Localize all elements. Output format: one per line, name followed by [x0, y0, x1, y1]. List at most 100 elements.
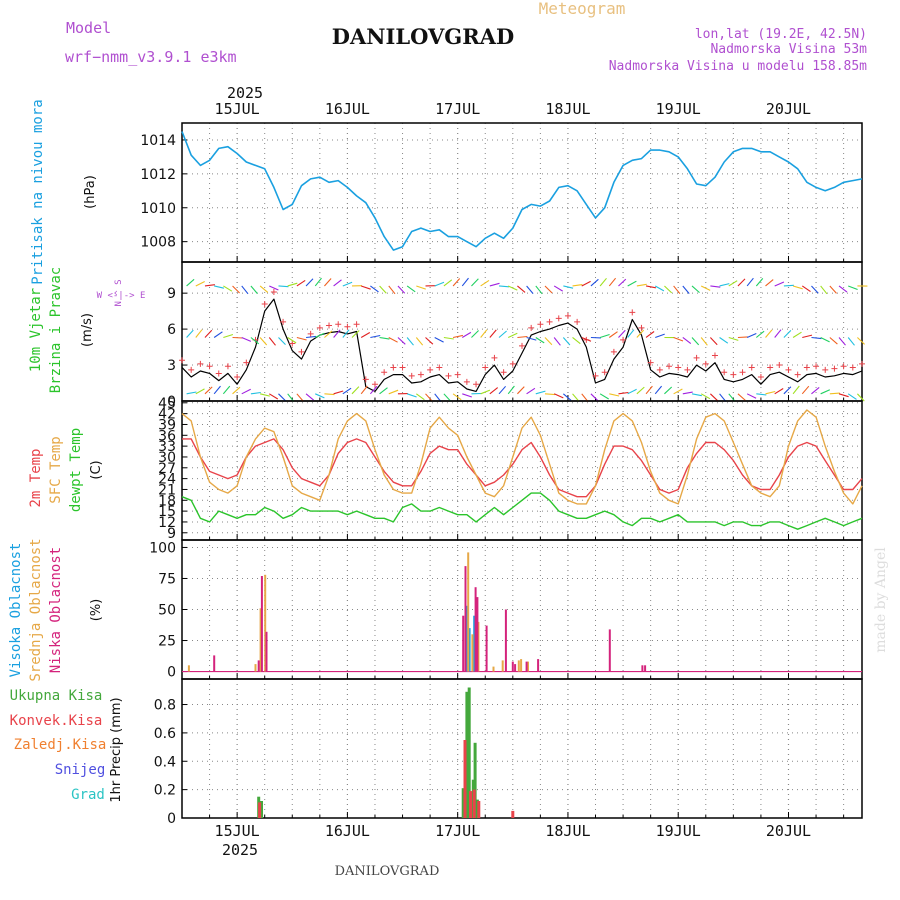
y-tick-label: 45 — [158, 396, 176, 412]
wind-vector — [838, 285, 848, 293]
wind-vector — [636, 386, 645, 395]
gust-marker — [436, 364, 443, 371]
gust-marker — [463, 378, 470, 385]
wind-vector — [498, 330, 507, 338]
low-cloud-bar — [213, 655, 216, 672]
wind-vector — [801, 385, 810, 395]
high-cloud-bar — [465, 605, 468, 672]
wind-vector — [746, 277, 754, 287]
wind-vector — [186, 391, 197, 395]
y-tick-label: 36 — [158, 428, 176, 444]
wind-vector — [324, 330, 333, 338]
wind-vector — [654, 285, 665, 292]
mid-cloud-bar — [492, 666, 495, 672]
wind-vector — [452, 334, 464, 339]
wind-vector — [278, 285, 289, 288]
wind-vector — [811, 285, 819, 294]
gust-marker — [371, 381, 378, 388]
wind-vector — [480, 329, 488, 338]
low-cloud-axis-title: Niska Oblacnost — [48, 547, 64, 673]
wind-vector — [443, 279, 453, 287]
wind-vector — [324, 278, 332, 287]
gust-marker — [289, 340, 296, 347]
wind-vector — [296, 336, 307, 341]
wind-vector — [379, 387, 388, 395]
wind-vector — [195, 281, 205, 287]
low-cloud-bar — [514, 664, 517, 672]
low-cloud-bar — [525, 661, 528, 672]
gust-marker — [849, 364, 856, 371]
wind-vector — [333, 329, 341, 338]
watermark: made by Angel — [873, 547, 889, 653]
wind-vector — [590, 393, 599, 402]
wind-vector — [792, 385, 800, 395]
wind-vector — [360, 332, 371, 338]
gust-marker — [298, 348, 305, 355]
gust-marker — [785, 366, 792, 373]
top-day-label: 18JUL — [545, 100, 590, 118]
wind-vector — [195, 388, 205, 395]
wind-vector — [627, 388, 637, 395]
wind-vector — [673, 285, 681, 295]
wind-axis-title-2: Brzina i Pravac — [48, 267, 64, 393]
wind-vector — [811, 386, 820, 395]
gust-marker — [693, 354, 700, 361]
bottom-day-label: 18JUL — [545, 822, 590, 840]
y-tick-label: 42 — [158, 407, 176, 423]
wind-vector — [204, 386, 213, 395]
y-tick-label: 0.4 — [154, 754, 176, 770]
gust-marker — [739, 369, 746, 376]
wind-vector — [425, 337, 434, 345]
gust-marker — [353, 321, 360, 328]
gust-marker — [721, 369, 728, 376]
y-tick-label: 24 — [158, 472, 176, 488]
wind-vector — [801, 285, 811, 293]
dewpt-line — [181, 492, 863, 530]
wind-vector — [737, 393, 746, 401]
wind-vector — [719, 337, 729, 344]
wind-vector — [719, 283, 730, 287]
gust-marker — [188, 366, 195, 373]
wind-vector — [259, 337, 268, 346]
wind-vector — [645, 385, 653, 395]
wind-vector — [434, 281, 445, 287]
gust-marker — [179, 357, 185, 364]
gust-marker — [344, 323, 351, 330]
wind-vector — [471, 278, 479, 287]
wind-vector — [333, 390, 344, 395]
wind-vector — [416, 393, 425, 401]
high-cloud-bar — [473, 615, 476, 672]
precipitation-panel: 0 0.2 0.4 0.6 0.8 — [154, 678, 863, 827]
gust-marker — [491, 354, 498, 361]
gust-marker — [500, 369, 507, 376]
mid-cloud-bar — [501, 660, 504, 672]
wind-vector — [259, 285, 269, 293]
wind-vector — [296, 393, 304, 402]
wind-vector — [526, 387, 536, 395]
mid-cloud-bar — [520, 659, 523, 672]
low-cloud-bar — [462, 615, 465, 672]
gust-marker — [601, 369, 608, 376]
y-tick-label: 18 — [158, 493, 176, 509]
gust-marker — [316, 324, 323, 331]
y-tick-label: 50 — [158, 603, 176, 619]
total-rain-bar — [260, 801, 263, 818]
gust-marker — [270, 288, 277, 295]
wind-vector — [241, 388, 251, 395]
wind-vector — [223, 333, 234, 339]
wind-vector — [572, 393, 580, 402]
wind-vector — [287, 337, 297, 344]
wind-vector — [608, 331, 618, 338]
wind-vector — [278, 337, 286, 345]
wind-compass-ns: N ^ S — [114, 279, 124, 306]
gust-marker — [675, 364, 682, 371]
pressure-line — [181, 131, 863, 251]
wind-vector — [526, 285, 534, 294]
gust-marker — [326, 322, 333, 329]
wind-vector — [755, 330, 765, 338]
wind-vector — [388, 337, 398, 343]
gust-marker — [767, 364, 774, 371]
legend-total-rain: Ukupna Kisa — [10, 688, 103, 704]
wind-vector — [232, 386, 241, 395]
